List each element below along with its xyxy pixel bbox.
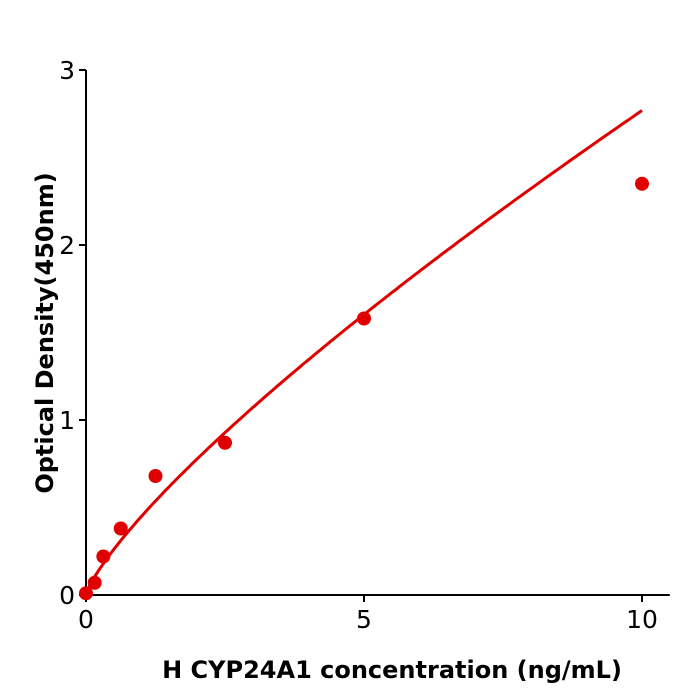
data-point <box>79 586 93 601</box>
data-point <box>87 575 102 590</box>
data-point <box>148 469 163 483</box>
y-tick-label: 1 <box>59 406 75 435</box>
x-tick-label: 5 <box>356 605 372 634</box>
data-point <box>357 311 371 326</box>
y-tick-label: 0 <box>59 581 75 610</box>
y-axis-label: Optical Density(450nm) <box>31 172 59 493</box>
x-tick-label: 10 <box>626 605 658 634</box>
data-point <box>113 521 128 536</box>
y-tick-label: 2 <box>59 231 75 260</box>
data-point <box>96 549 111 564</box>
fit-curve <box>84 109 643 596</box>
data-point <box>635 176 649 191</box>
y-tick-label: 3 <box>59 56 75 85</box>
x-axis-label: H CYP24A1 concentration (ng/mL) <box>162 656 622 684</box>
data-points <box>79 176 649 601</box>
axes: 0 5 10 0 1 2 3 <box>59 56 670 634</box>
x-tick-label: 0 <box>78 605 94 634</box>
data-point <box>218 435 232 450</box>
